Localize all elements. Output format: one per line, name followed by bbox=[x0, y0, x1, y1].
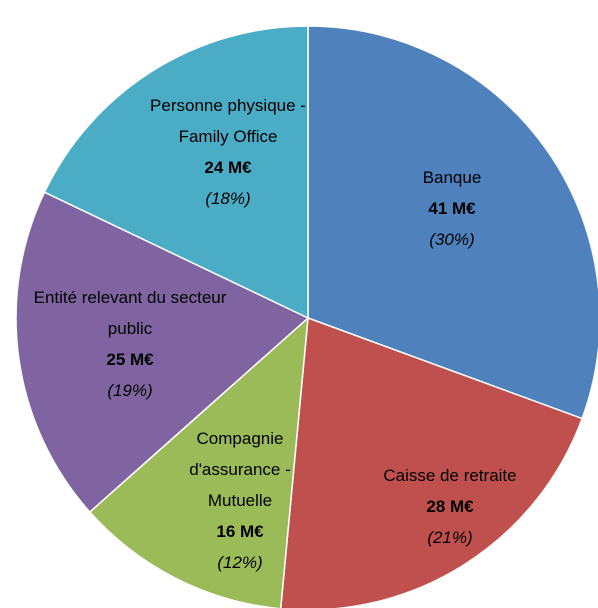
value-label: 41 M€ bbox=[428, 199, 476, 218]
value-label: 16 M€ bbox=[216, 522, 264, 541]
slice-label: Entité relevant du secteur public 25 M€ (1… bbox=[28, 282, 233, 406]
value-label: 25 M€ bbox=[106, 350, 154, 369]
share-label: (19%) bbox=[107, 381, 153, 400]
slice-label: Caisse de retraite 28 M€ (21%) bbox=[350, 460, 550, 553]
pie-slice bbox=[307, 25, 598, 420]
share-label: (30%) bbox=[429, 230, 475, 249]
slice-label: Personne physique - Family Office 24 M€ (1… bbox=[133, 90, 323, 214]
category-label: Personne physique - Family Office bbox=[150, 96, 306, 146]
category-label: Banque bbox=[422, 168, 482, 187]
pie-slice bbox=[279, 316, 584, 608]
pie-slice bbox=[15, 191, 310, 514]
share-label: (12%) bbox=[217, 553, 263, 572]
category-label: Entité relevant du secteur public bbox=[33, 288, 227, 338]
share-label: (18%) bbox=[205, 189, 251, 208]
category-label: Caisse de retraite bbox=[383, 466, 517, 485]
value-label: 24 M€ bbox=[204, 158, 252, 177]
pie-slice bbox=[88, 316, 309, 608]
slice-label: Banque 41 M€ (30%) bbox=[372, 162, 532, 255]
value-label: 28 M€ bbox=[426, 497, 474, 516]
pie-slice bbox=[43, 25, 309, 320]
share-label: (21%) bbox=[427, 528, 473, 547]
category-label: Compagnie d'assurance - Mutuelle bbox=[189, 429, 291, 510]
slice-label: Compagnie d'assurance - Mutuelle 16 M€ (12… bbox=[181, 423, 299, 578]
